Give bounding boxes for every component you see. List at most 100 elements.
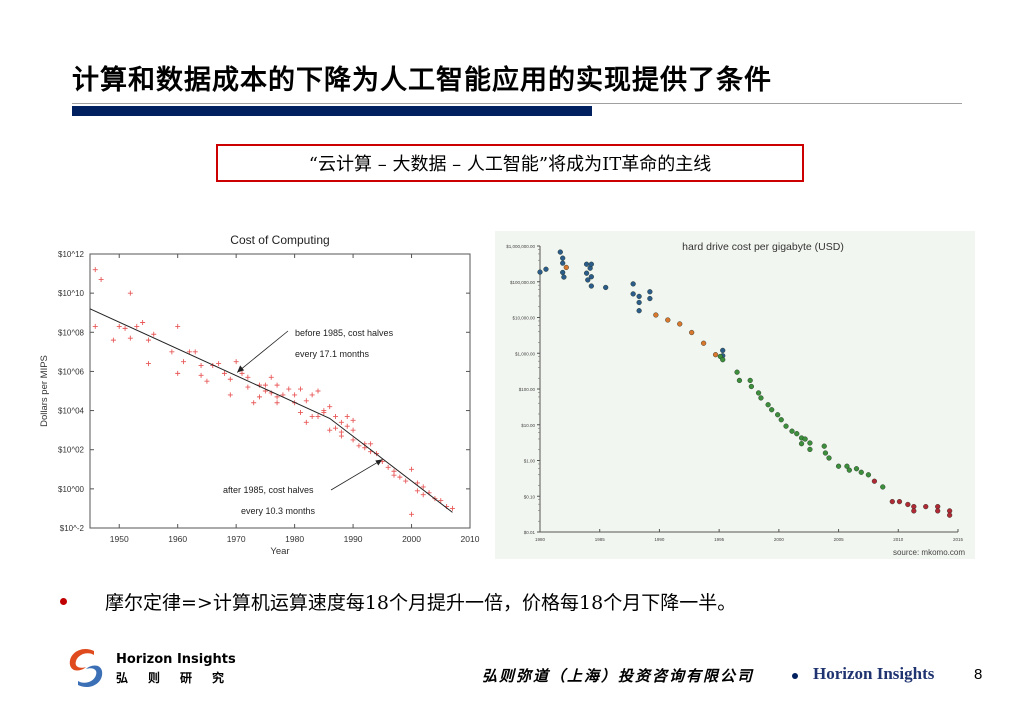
data-point xyxy=(227,392,233,398)
y-tick-label: $1,000.00 xyxy=(515,351,536,356)
data-point xyxy=(362,445,368,451)
x-tick-label: 1950 xyxy=(110,534,129,544)
data-point-orange xyxy=(563,264,569,271)
data-point xyxy=(251,400,257,406)
data-point xyxy=(350,417,356,423)
x-axis-label: Year xyxy=(270,546,289,557)
data-point xyxy=(344,423,350,429)
data-point-orange xyxy=(712,352,719,358)
data-point xyxy=(192,349,198,355)
x-tick-label: 2005 xyxy=(834,537,845,542)
data-point-red xyxy=(896,499,903,505)
data-point-blue xyxy=(647,289,653,295)
data-point xyxy=(198,363,204,369)
data-point-green xyxy=(775,412,781,418)
data-point-green xyxy=(736,377,743,384)
data-point xyxy=(397,474,403,480)
data-point xyxy=(239,370,245,376)
chart-title: hard drive cost per gigabyte (USD) xyxy=(682,241,844,253)
data-point xyxy=(92,267,98,273)
footer-brand: Horizon Insights xyxy=(813,664,935,683)
data-point-red xyxy=(905,501,911,508)
data-point xyxy=(350,427,356,433)
x-tick-label: 1970 xyxy=(227,534,246,544)
data-point xyxy=(268,374,274,380)
data-point xyxy=(297,410,303,416)
x-tick-label: 2000 xyxy=(774,537,785,542)
data-point xyxy=(303,398,309,404)
data-point xyxy=(420,492,426,498)
data-point xyxy=(127,335,133,341)
data-point-green xyxy=(858,469,864,475)
data-point-orange xyxy=(665,317,671,323)
data-point xyxy=(145,361,151,367)
y-tick-label: $1,000,000.00 xyxy=(506,244,535,249)
data-point xyxy=(403,478,409,484)
data-point xyxy=(216,361,222,367)
data-point xyxy=(333,425,339,431)
data-point-orange xyxy=(677,321,683,327)
data-point-blue xyxy=(561,274,567,280)
y-tick-label: $10,000.00 xyxy=(512,316,535,321)
data-point xyxy=(257,394,263,400)
data-point xyxy=(140,320,146,325)
data-point-green xyxy=(822,450,829,456)
data-point xyxy=(151,331,157,337)
data-point-blue xyxy=(588,261,594,267)
data-point xyxy=(145,337,151,343)
data-point-green xyxy=(807,446,813,453)
data-point xyxy=(198,372,204,378)
annotation-before-1985-months: every 17.1 months xyxy=(295,349,370,359)
data-point xyxy=(414,488,420,494)
data-point-blue xyxy=(560,255,566,261)
y-tick-label: $1.00 xyxy=(524,459,536,464)
chart-title: Cost of Computing xyxy=(230,233,329,247)
data-point-red xyxy=(935,508,941,514)
data-point xyxy=(227,376,233,382)
data-point xyxy=(274,400,280,406)
hard-drive-cost-chart: hard drive cost per gigabyte (USD) $1,000… xyxy=(495,231,975,559)
horizon-insights-logo-icon xyxy=(69,648,103,688)
data-point xyxy=(327,427,333,433)
data-point xyxy=(315,413,321,419)
data-point xyxy=(315,388,321,394)
data-point xyxy=(245,384,251,390)
data-point-green xyxy=(794,431,800,437)
data-point xyxy=(175,370,181,376)
y-tick-label: $10^-2 xyxy=(60,524,85,533)
x-tick-label: 1960 xyxy=(168,534,187,544)
data-point-blue xyxy=(636,293,642,300)
cost-of-computing-plot: Cost of Computing 1950 1960 1970 1980 1990 200… xyxy=(39,233,480,557)
data-point-green xyxy=(835,463,842,469)
data-point-green xyxy=(748,383,754,390)
data-point xyxy=(309,392,315,398)
data-point xyxy=(92,323,98,329)
data-point xyxy=(409,466,415,472)
title-divider xyxy=(72,103,962,104)
data-point xyxy=(175,323,181,329)
data-point xyxy=(350,437,356,443)
data-point-orange xyxy=(689,329,695,336)
data-point-green xyxy=(758,395,764,401)
y-tick-label: $0.01 xyxy=(524,530,536,535)
data-point-blue xyxy=(543,266,549,272)
plot-frame xyxy=(89,253,471,529)
data-point xyxy=(344,413,350,419)
data-point xyxy=(368,441,374,447)
data-point-blue xyxy=(720,347,726,353)
data-point-green xyxy=(755,390,762,396)
y-tick-label: $10^02 xyxy=(58,446,85,455)
data-point-blue xyxy=(603,284,609,291)
page-number: 8 xyxy=(974,666,983,683)
data-point xyxy=(122,325,128,331)
y-tick-label: $10^12 xyxy=(58,250,85,259)
data-point xyxy=(309,413,315,419)
y-tick-label: $10.00 xyxy=(521,423,535,428)
data-point-red xyxy=(923,504,929,510)
data-point xyxy=(221,370,227,376)
data-point-blue xyxy=(647,295,653,302)
data-point xyxy=(333,413,339,419)
data-point xyxy=(116,323,122,329)
y-tick-label: $100.00 xyxy=(519,387,536,392)
data-point xyxy=(169,349,175,355)
